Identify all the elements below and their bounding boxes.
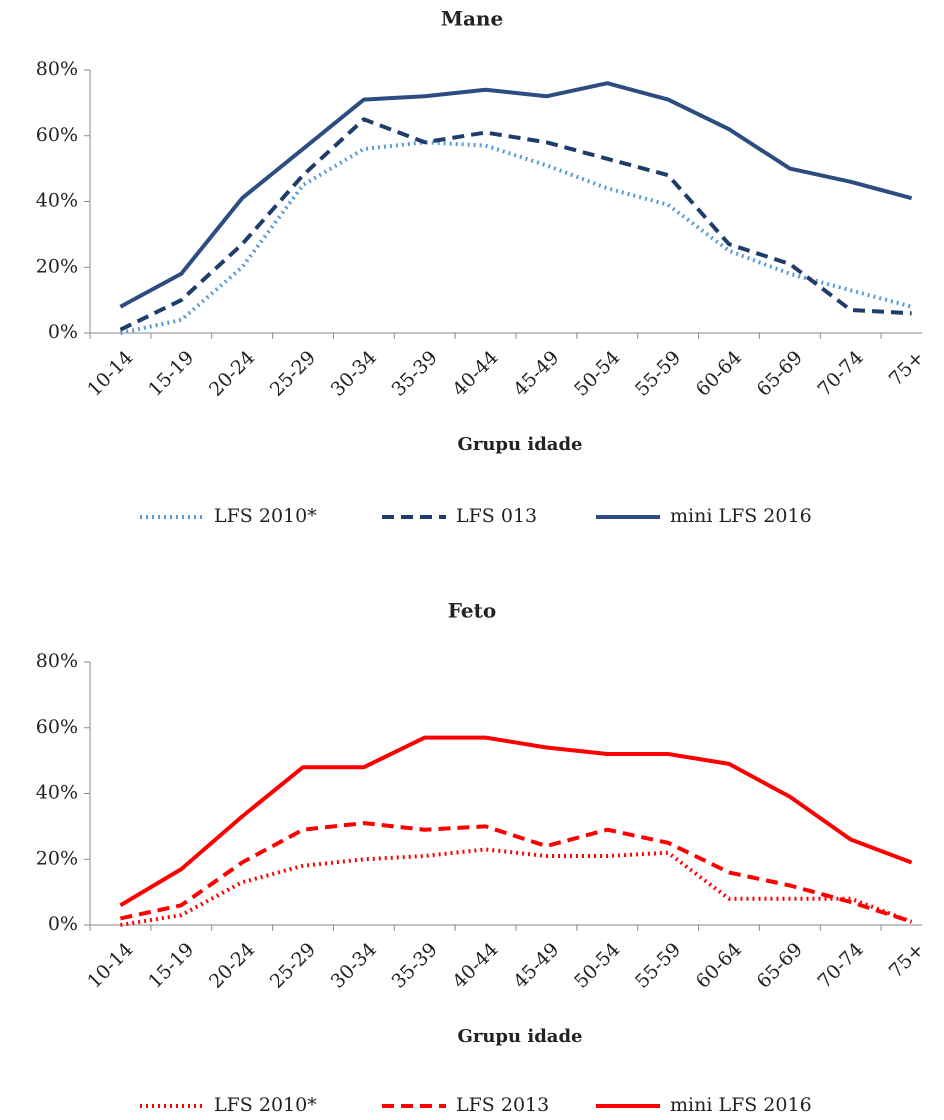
chart-title: Mane (441, 7, 503, 31)
x-tick-label: 40-44 (448, 347, 502, 401)
x-tick-label: 70-74 (813, 347, 867, 401)
y-tick-label: 0% (48, 321, 78, 343)
y-tick-label: 40% (36, 190, 78, 212)
x-tick-label: 25-29 (266, 939, 320, 993)
y-tick-label: 20% (36, 847, 78, 869)
legend-label: LFS 013 (456, 505, 537, 527)
x-tick-label: 60-64 (692, 347, 746, 401)
y-tick-label: 60% (36, 716, 78, 738)
y-tick-label: 0% (48, 913, 78, 935)
legend-label: LFS 2013 (456, 1094, 549, 1116)
x-tick-label: 65-69 (753, 939, 807, 993)
x-tick-label: 75+ (885, 347, 929, 391)
x-tick-label: 50-54 (570, 939, 624, 993)
x-tick-label: 25-29 (266, 347, 320, 401)
x-tick-label: 45-49 (509, 347, 563, 401)
series-line (119, 117, 912, 332)
x-tick-label: 55-59 (631, 347, 685, 401)
x-tick-label: 10-14 (83, 939, 137, 993)
x-axis-title: Grupu idade (457, 434, 582, 455)
x-tick-label: 35-39 (387, 939, 441, 993)
y-tick-label: 80% (36, 650, 78, 672)
x-tick-label: 15-19 (144, 347, 198, 401)
series-line (119, 81, 913, 309)
legend-label: LFS 2010* (214, 505, 317, 527)
y-tick-label: 80% (36, 58, 78, 80)
legend-label: mini LFS 2016 (670, 1094, 812, 1116)
x-tick-label: 20-24 (205, 347, 259, 401)
x-tick-label: 75+ (885, 939, 929, 983)
x-tick-label: 35-39 (387, 347, 441, 401)
series-line (119, 735, 913, 908)
x-tick-label: 55-59 (631, 939, 685, 993)
x-tick-label: 70-74 (813, 939, 867, 993)
x-tick-label: 40-44 (448, 939, 502, 993)
legend-label: mini LFS 2016 (670, 505, 812, 527)
x-tick-label: 65-69 (753, 347, 807, 401)
x-axis-title: Grupu idade (457, 1026, 582, 1047)
x-tick-label: 45-49 (509, 939, 563, 993)
series-line (119, 140, 913, 335)
x-tick-label: 60-64 (692, 939, 746, 993)
y-tick-label: 60% (36, 124, 78, 146)
chart-title: Feto (448, 599, 496, 623)
x-tick-label: 50-54 (570, 347, 624, 401)
x-tick-label: 10-14 (83, 347, 137, 401)
y-tick-label: 40% (36, 782, 78, 804)
x-tick-label: 30-34 (327, 939, 381, 993)
x-tick-label: 20-24 (205, 939, 259, 993)
series-line (119, 821, 913, 924)
x-tick-label: 30-34 (327, 347, 381, 401)
x-tick-label: 15-19 (144, 939, 198, 993)
y-tick-label: 20% (36, 255, 78, 277)
legend-label: LFS 2010* (214, 1094, 317, 1116)
